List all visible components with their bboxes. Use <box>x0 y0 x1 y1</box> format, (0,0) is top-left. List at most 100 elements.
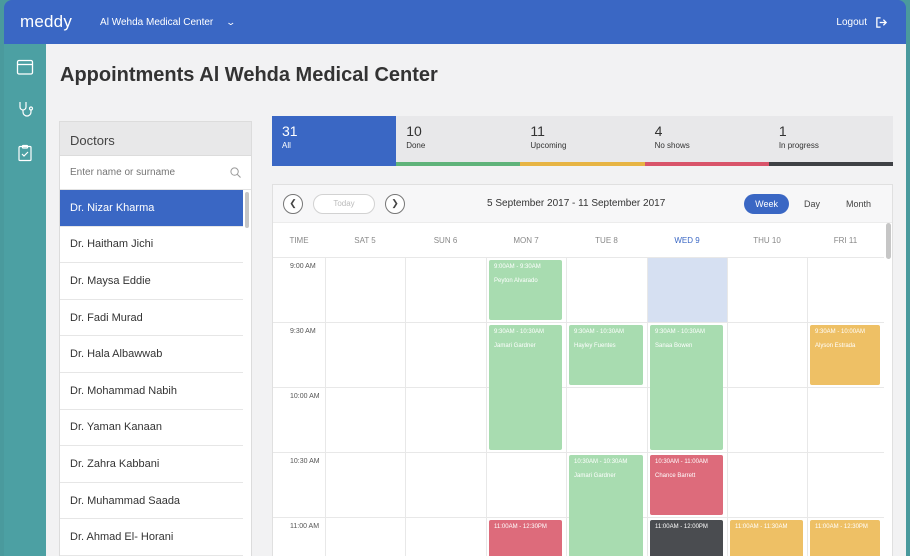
appointment-time: 9:30AM - 10:30AM <box>494 329 545 335</box>
view-week-button[interactable]: Week <box>744 193 789 214</box>
doctor-item[interactable]: Dr. Ahmad El- Horani <box>60 519 243 556</box>
tab-all[interactable]: 31 All <box>272 116 397 166</box>
appointment-time: 9:30AM - 10:00AM <box>815 329 866 335</box>
stat-color-bar <box>396 162 521 166</box>
grid-day-line <box>647 257 648 556</box>
appointment-block[interactable]: 11:00AM - 12:30PM <box>489 520 562 556</box>
logout-button[interactable]: Logout <box>836 16 888 29</box>
grid-day-line <box>486 257 487 556</box>
doctor-item[interactable]: Dr. Maysa Eddie <box>60 263 243 300</box>
stat-count: 11 <box>530 123 545 139</box>
appointment-patient: Jamari Gardner <box>574 473 616 479</box>
doctor-search-input[interactable] <box>70 167 230 178</box>
tab-done[interactable]: 10 Done <box>396 116 521 166</box>
stat-label: In progress <box>778 141 819 150</box>
doctor-item[interactable]: Dr. Hala Albawwab <box>60 336 243 373</box>
stat-label: Done <box>406 141 426 150</box>
appointment-time: 9:30AM - 10:30AM <box>574 329 625 335</box>
stat-label: No shows <box>654 141 690 150</box>
stat-color-bar <box>768 162 894 166</box>
day-column-header[interactable]: SUN 6 <box>433 235 458 245</box>
stat-color-bar <box>644 162 769 166</box>
appointment-block[interactable]: 10:30AM - 11:00AM Chance Barrett <box>650 455 723 515</box>
appointment-time: 9:00AM - 9:30AM <box>494 264 541 270</box>
doctor-item[interactable]: Dr. Haitham Jichi <box>60 227 243 264</box>
grid-hour-line <box>273 322 884 323</box>
appointment-patient: Chance Barrett <box>655 473 696 479</box>
stat-count: 10 <box>406 123 422 139</box>
day-column-header[interactable]: TUE 8 <box>595 235 618 245</box>
view-month-button[interactable]: Month <box>845 198 871 209</box>
center-selector-label: Al Wehda Medical Center <box>100 16 214 28</box>
appointment-block[interactable]: 9:30AM - 10:30AM Sanaa Bowen <box>650 325 723 450</box>
day-column-header[interactable]: FRI 11 <box>833 235 858 245</box>
calendar: ❮ Today ❯ 5 September 2017 - 11 Septembe… <box>272 184 893 556</box>
time-slot-label: 10:30 AM <box>290 458 320 465</box>
doctors-header: Doctors <box>60 122 251 156</box>
time-slot-label: 9:30 AM <box>290 328 316 335</box>
doctor-item[interactable]: Dr. Zahra Kabbani <box>60 446 243 483</box>
day-column-header[interactable]: SAT 5 <box>354 235 376 245</box>
appointment-block[interactable]: 11:00AM - 12:30PM <box>810 520 880 556</box>
appointment-block[interactable]: 10:30AM - 10:30AM Jamari Gardner <box>569 455 643 556</box>
today-button[interactable]: Today <box>313 193 375 214</box>
appointment-time: 11:00AM - 12:30PM <box>815 524 868 530</box>
today-column-highlight <box>647 257 727 322</box>
stethoscope-icon[interactable] <box>16 100 34 118</box>
appointment-block[interactable]: 11:00AM - 12:00PM <box>650 520 723 556</box>
doctor-item[interactable]: Dr. Nizar Kharma <box>60 190 243 227</box>
stat-count: 1 <box>778 123 787 139</box>
prev-week-button[interactable]: ❮ <box>283 193 303 214</box>
grid-hour-line <box>273 387 884 388</box>
day-column-header[interactable]: WED 9 <box>674 235 700 245</box>
day-column-header[interactable]: MON 7 <box>513 235 539 245</box>
doctor-item[interactable]: Dr. Mohammad Nabih <box>60 373 243 410</box>
appointment-time: 9:30AM - 10:30AM <box>655 329 706 335</box>
appointment-block[interactable]: 11:00AM - 11:30AM <box>730 520 803 556</box>
app-logo[interactable]: meddy <box>20 12 73 31</box>
search-icon <box>230 167 241 178</box>
stat-count: 4 <box>654 123 663 139</box>
appointment-patient: Hayley Fuentes <box>574 343 616 349</box>
appointment-block[interactable]: 9:30AM - 10:00AM Alyson Estrada <box>810 325 880 385</box>
tab-upcoming[interactable]: 11 Upcoming <box>520 116 645 166</box>
tab-in-progress[interactable]: 1 In progress <box>768 116 894 166</box>
doctor-item[interactable]: Dr. Yaman Kanaan <box>60 410 243 447</box>
calendar-toolbar: ❮ Today ❯ 5 September 2017 - 11 Septembe… <box>273 185 892 223</box>
grid-hour-line <box>273 257 884 258</box>
appointment-time: 10:30AM - 10:30AM <box>574 459 628 465</box>
grid-day-line <box>325 257 326 556</box>
doctor-list-scrollbar[interactable] <box>245 192 249 228</box>
stat-label: Upcoming <box>530 141 567 150</box>
clipboard-icon[interactable] <box>16 144 34 162</box>
grid-day-line <box>807 257 808 556</box>
top-bar: meddy Al Wehda Medical Center ⌄ Logout <box>4 0 906 44</box>
logout-label: Logout <box>836 16 867 28</box>
appointment-patient: Sanaa Bowen <box>655 343 693 349</box>
appointment-block[interactable]: 9:30AM - 10:30AM Hayley Fuentes <box>569 325 643 385</box>
chevron-left-icon: ❮ <box>289 198 297 208</box>
status-tabs: 31 All 10 Done 11 Upcoming 4 No shows 1 … <box>272 116 894 166</box>
appointment-block[interactable]: 9:30AM - 10:30AM Jamari Gardner <box>489 325 562 450</box>
doctor-search <box>60 156 251 190</box>
appointment-time: 11:00AM - 11:30AM <box>735 524 788 530</box>
doctor-item[interactable]: Dr. Muhammad Saada <box>60 483 243 520</box>
stat-label: All <box>282 141 291 150</box>
view-day-button[interactable]: Day <box>803 198 820 209</box>
appointment-patient: Peyton Alvarado <box>494 278 538 284</box>
calendar-icon[interactable] <box>16 58 34 76</box>
grid-day-line <box>727 257 728 556</box>
center-selector[interactable]: Al Wehda Medical Center ⌄ <box>100 16 236 28</box>
appointment-patient: Alyson Estrada <box>815 343 856 349</box>
calendar-scrollbar[interactable] <box>886 223 891 259</box>
appointment-time: 10:30AM - 11:00AM <box>655 459 708 465</box>
logout-icon <box>876 16 888 28</box>
day-column-header[interactable]: THU 10 <box>753 235 781 245</box>
appointment-patient: Jamari Gardner <box>494 343 536 349</box>
next-week-button[interactable]: ❯ <box>385 193 405 214</box>
doctor-item[interactable]: Dr. Fadi Murad <box>60 300 243 337</box>
appointment-block[interactable]: 9:00AM - 9:30AM Peyton Alvarado <box>489 260 562 320</box>
doctors-panel: Doctors Dr. Nizar Kharma Dr. Haitham Jic… <box>59 121 252 556</box>
tab-no-shows[interactable]: 4 No shows <box>644 116 769 166</box>
doctor-list: Dr. Nizar Kharma Dr. Haitham Jichi Dr. M… <box>60 190 251 556</box>
